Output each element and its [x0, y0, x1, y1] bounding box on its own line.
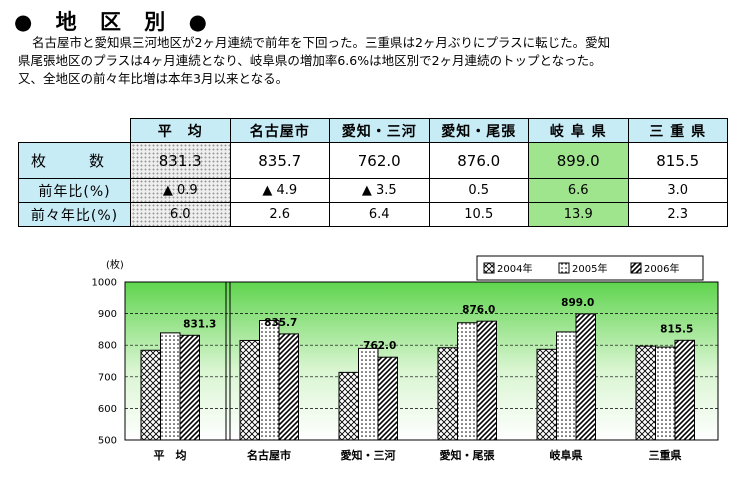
table-cell: ▲ 3.5: [329, 178, 430, 203]
legend-label: 2006年: [644, 262, 679, 275]
col-header-aichi-mikawa: 愛知・三河: [329, 118, 430, 143]
legend-swatch: [483, 262, 495, 274]
bar: [575, 313, 596, 441]
y-tick-label: 1000: [92, 278, 117, 289]
data-label: 831.3: [183, 318, 216, 330]
data-label: 762.0: [363, 340, 396, 352]
intro-line-3: 又、全地区の前々年比増は本年3月以来となる。: [18, 71, 289, 86]
data-label: 815.5: [660, 323, 693, 335]
table-row: 前年比(%) ▲ 0.9 ▲ 4.9 ▲ 3.5 0.5 6.6 3.0: [18, 178, 728, 203]
intro-line-1: 名古屋市と愛知県三河地区が2ヶ月連続で前年を下回った。三重県は2ヶ月ぶりにプラス…: [32, 35, 611, 50]
x-tick-label: 愛知・三河: [341, 448, 396, 462]
table-cell-highlight: 13.9: [528, 202, 629, 227]
col-header-nagoya: 名古屋市: [229, 118, 330, 143]
legend-box: [476, 255, 704, 281]
bar: [536, 348, 557, 441]
table-header-row: 平 均 名古屋市 愛知・三河 愛知・尾張 岐 阜 県 三 重 県: [18, 118, 728, 143]
bar: [377, 356, 398, 441]
y-tick-label: 700: [98, 372, 117, 383]
intro-text: 名古屋市と愛知県三河地区が2ヶ月連続で前年を下回った。三重県は2ヶ月ぶりにプラス…: [18, 34, 728, 88]
region-stats-table: 平 均 名古屋市 愛知・三河 愛知・尾張 岐 阜 県 三 重 県 枚 数 831…: [18, 118, 728, 227]
bar: [278, 333, 299, 441]
col-header-gifu: 岐 阜 県: [528, 118, 629, 143]
table-cell: 6.0: [130, 202, 231, 227]
table-cell: 0.5: [428, 178, 529, 203]
table-cell: 835.7: [229, 142, 330, 179]
x-tick-label: 愛知・尾張: [440, 448, 496, 462]
table-cell: 6.4: [329, 202, 430, 227]
table-cell: 3.0: [627, 178, 728, 203]
table-row: 枚 数 831.3 835.7 762.0 876.0 899.0 815.5: [18, 142, 728, 179]
data-label: 899.0: [561, 297, 594, 309]
bar: [556, 331, 577, 441]
bars: [140, 313, 695, 441]
legend-swatch: [630, 262, 642, 274]
table-cell: 876.0: [428, 142, 529, 179]
table-corner: [18, 118, 131, 143]
legend-swatch: [558, 262, 570, 274]
table-cell: 815.5: [627, 142, 728, 179]
intro-line-2: 県尾張地区のプラスは4ヶ月連続となり、岐阜県の増加率6.6%は地区別で2ヶ月連続…: [18, 53, 602, 68]
bar: [674, 339, 695, 441]
bar: [140, 349, 161, 441]
bar: [338, 371, 359, 441]
x-tick-labels: 平 均 名古屋市 愛知・三河 愛知・尾張 岐阜県 三重県: [154, 448, 682, 462]
bar: [437, 347, 458, 441]
x-tick-label: 平 均: [154, 448, 187, 462]
bar: [457, 322, 478, 441]
table-cell: 2.3: [627, 202, 728, 227]
data-labels: 831.3 835.7 762.0 876.0 899.0 815.5: [183, 297, 693, 352]
row-label: 前年比(%): [18, 178, 131, 203]
table-cell-highlight: 899.0: [528, 142, 629, 179]
table-cell: ▲ 4.9: [229, 178, 330, 203]
page-title: ● 地 区 別 ●: [14, 10, 215, 34]
x-tick-label: 岐阜県: [550, 448, 583, 462]
data-label: 876.0: [462, 304, 495, 316]
bar: [239, 339, 260, 441]
y-axis-label: (枚): [106, 258, 124, 271]
legend-label: 2004年: [497, 262, 532, 275]
col-header-mie: 三 重 県: [627, 118, 728, 143]
table-cell: 2.6: [229, 202, 330, 227]
table-cell: 831.3: [130, 142, 231, 179]
y-tick-label: 800: [98, 341, 117, 352]
bar: [655, 346, 676, 441]
bar: [160, 332, 181, 441]
table-cell: 10.5: [428, 202, 529, 227]
bar: [635, 345, 656, 441]
y-tick-label: 600: [98, 404, 117, 415]
table-cell: 762.0: [329, 142, 430, 179]
y-tick-label: 500: [98, 436, 117, 447]
col-header-average: 平 均: [130, 118, 231, 143]
x-tick-label: 名古屋市: [247, 448, 291, 462]
row-label: 枚 数: [18, 142, 131, 179]
y-tick-labels: 500 600 700 800 900 1000: [92, 278, 117, 447]
table-cell-highlight: 6.6: [528, 178, 629, 203]
plot-area: [124, 281, 719, 441]
table-cell: ▲ 0.9: [130, 178, 231, 203]
x-tick-label: 三重県: [649, 448, 682, 462]
table-row: 前々年比(%) 6.0 2.6 6.4 10.5 13.9 2.3: [18, 202, 728, 227]
bar: [259, 320, 280, 441]
legend: 2004年 2005年 2006年: [476, 255, 704, 281]
bar: [476, 320, 497, 441]
bar: [179, 334, 200, 441]
y-tick-label: 900: [98, 309, 117, 320]
gridlines: [125, 313, 718, 409]
row-label: 前々年比(%): [18, 202, 131, 227]
col-header-aichi-owari: 愛知・尾張: [428, 118, 529, 143]
bar: [358, 347, 379, 441]
legend-label: 2005年: [572, 262, 607, 275]
data-label: 835.7: [264, 317, 297, 329]
